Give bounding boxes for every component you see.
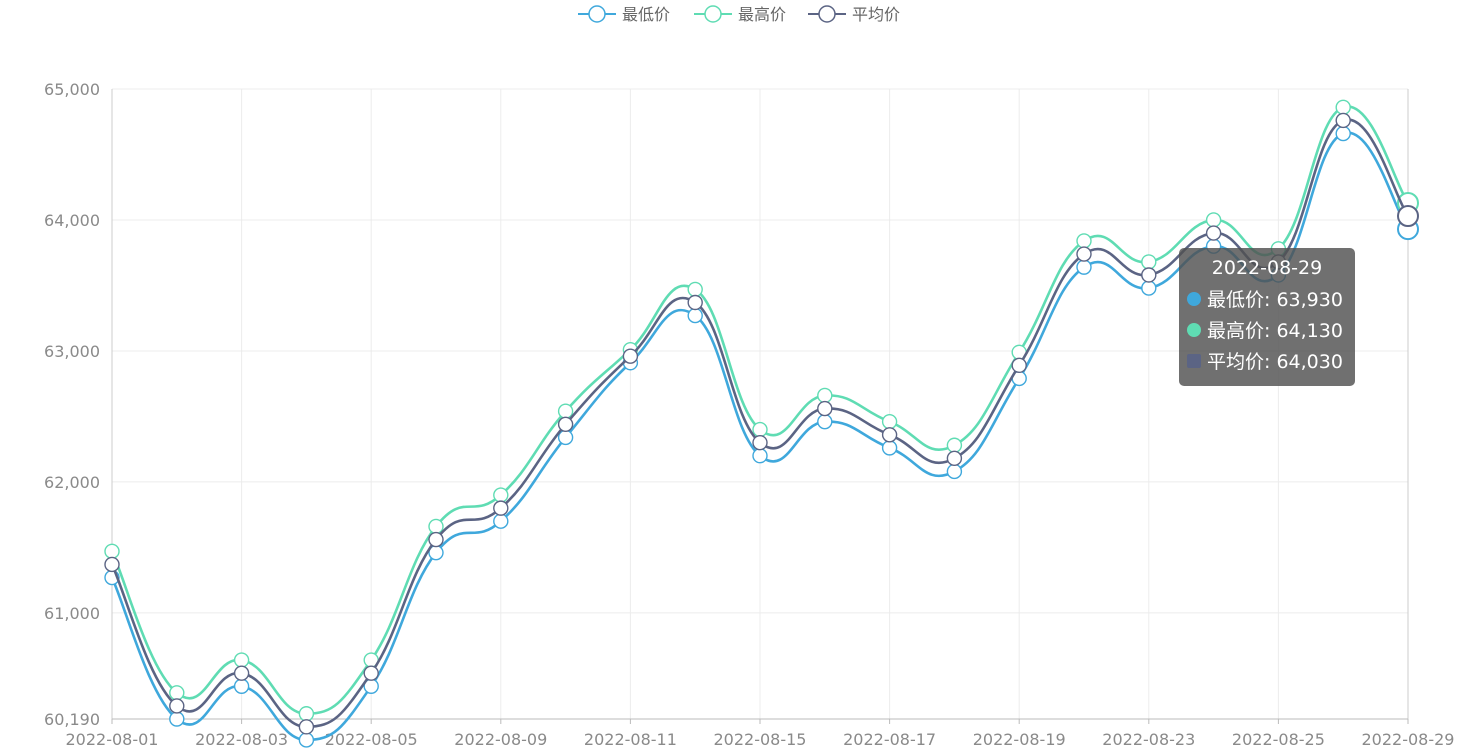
data-point-high xyxy=(298,706,315,722)
tooltip-row-high: 最高价: 64,130 xyxy=(1187,314,1347,345)
y-tick-label: 63,000 xyxy=(44,342,100,361)
y-tick-label: 64,000 xyxy=(44,211,100,230)
x-tick-label: 2022-08-11 xyxy=(584,730,677,749)
grid-lines xyxy=(112,88,1408,719)
data-point-low xyxy=(752,448,768,464)
data-point-avg xyxy=(233,665,250,681)
x-tick-label: 2022-08-01 xyxy=(66,730,159,749)
data-point-avg xyxy=(817,400,833,417)
data-point-high xyxy=(1335,99,1351,116)
x-tick-label: 2022-08-23 xyxy=(1102,730,1195,749)
data-point-avg xyxy=(946,450,963,467)
data-point-low xyxy=(493,513,509,529)
data-point-low xyxy=(687,307,703,324)
data-point-avg xyxy=(428,531,444,548)
data-point-high xyxy=(233,652,250,668)
data-point-avg xyxy=(493,500,509,516)
data-point-high xyxy=(946,437,963,453)
tooltip-low-value: 最低价: 63,930 xyxy=(1207,289,1343,311)
x-tick-label: 2022-08-03 xyxy=(195,730,288,749)
axes: 60,190 61,000 62,000 63,000 64,000 65,000 2022… xyxy=(44,80,1454,749)
data-point-avg xyxy=(1205,225,1222,241)
data-point-high xyxy=(557,403,574,419)
data-point-avg xyxy=(622,348,639,364)
data-point-low xyxy=(298,732,315,748)
tooltip-row-low: 最低价: 63,930 xyxy=(1187,283,1347,314)
x-tick-label: 2022-08-29 xyxy=(1362,730,1455,749)
legend-label: 最低价 xyxy=(622,5,670,24)
x-tick-label: 2022-08-09 xyxy=(454,730,547,749)
tooltip-row-avg: 平均价: 64,030 xyxy=(1187,345,1347,376)
legend-item-low[interactable]: 最低价 xyxy=(578,5,670,24)
legend-marker-icon xyxy=(704,5,722,23)
y-tick-label: 60,190 xyxy=(44,710,100,729)
data-point-avg xyxy=(1397,205,1419,228)
data-point-high xyxy=(752,421,768,438)
tooltip-title: 2022-08-29 xyxy=(1211,257,1323,279)
data-point-low xyxy=(557,429,574,446)
data-point-high xyxy=(104,543,120,560)
x-tick-label: 2022-08-17 xyxy=(843,730,936,749)
data-point-high xyxy=(817,387,833,404)
legend[interactable]: 最低价 最高价 平均价 xyxy=(578,5,900,24)
series-low xyxy=(104,125,1419,748)
data-point-avg xyxy=(687,294,703,311)
tooltip-avg-marker-icon xyxy=(1187,353,1201,368)
series-avg xyxy=(104,112,1419,735)
legend-marker-icon xyxy=(588,5,606,23)
data-point-low xyxy=(946,463,963,480)
tooltip-avg-value: 平均价: 64,030 xyxy=(1207,351,1343,373)
legend-item-avg[interactable]: 平均价 xyxy=(808,5,900,24)
x-tick-label: 2022-08-19 xyxy=(973,730,1066,749)
data-point-avg xyxy=(881,427,898,443)
data-point-low xyxy=(233,678,250,694)
data-point-high xyxy=(493,487,509,503)
y-tick-label: 65,000 xyxy=(44,80,100,99)
data-point-avg xyxy=(1011,357,1027,374)
data-point-high xyxy=(1076,233,1092,249)
legend-marker-icon xyxy=(818,5,836,23)
data-point-avg xyxy=(1335,112,1351,129)
data-point-avg xyxy=(752,434,768,451)
data-point-avg xyxy=(557,416,574,433)
legend-label: 平均价 xyxy=(852,5,900,24)
x-tick-label: 2022-08-25 xyxy=(1232,730,1325,749)
series-lines xyxy=(104,99,1419,748)
legend-item-high[interactable]: 最高价 xyxy=(694,5,786,24)
chart-tooltip: 2022-08-29 最低价: 63,930 最高价: 64,130 平均价: … xyxy=(1179,248,1355,386)
data-point-high xyxy=(1205,212,1222,228)
data-point-avg xyxy=(298,719,315,735)
data-point-avg xyxy=(1141,267,1157,283)
data-point-high xyxy=(1141,254,1157,270)
data-point-low xyxy=(1141,280,1157,296)
data-point-avg xyxy=(363,665,379,681)
data-point-avg xyxy=(1076,246,1092,262)
tooltip-low-marker-icon xyxy=(1187,291,1201,306)
data-point-low xyxy=(817,413,833,430)
tooltip-high-marker-icon xyxy=(1187,322,1201,337)
x-tick-label: 2022-08-05 xyxy=(325,730,418,749)
x-tick-label: 2022-08-15 xyxy=(714,730,807,749)
series-high xyxy=(104,99,1419,722)
data-point-high xyxy=(881,413,898,430)
data-point-high xyxy=(428,518,444,535)
data-point-avg xyxy=(104,556,120,573)
data-point-avg xyxy=(169,698,185,714)
data-point-high xyxy=(687,281,703,298)
data-point-low xyxy=(169,711,185,727)
y-tick-label: 61,000 xyxy=(44,604,100,623)
data-point-low xyxy=(881,440,898,456)
data-point-low xyxy=(1335,125,1351,142)
data-point-high xyxy=(169,685,185,701)
legend-label: 最高价 xyxy=(738,5,786,24)
data-point-low xyxy=(1076,259,1092,275)
y-tick-label: 62,000 xyxy=(44,473,100,492)
tooltip-high-value: 最高价: 64,130 xyxy=(1207,320,1343,342)
